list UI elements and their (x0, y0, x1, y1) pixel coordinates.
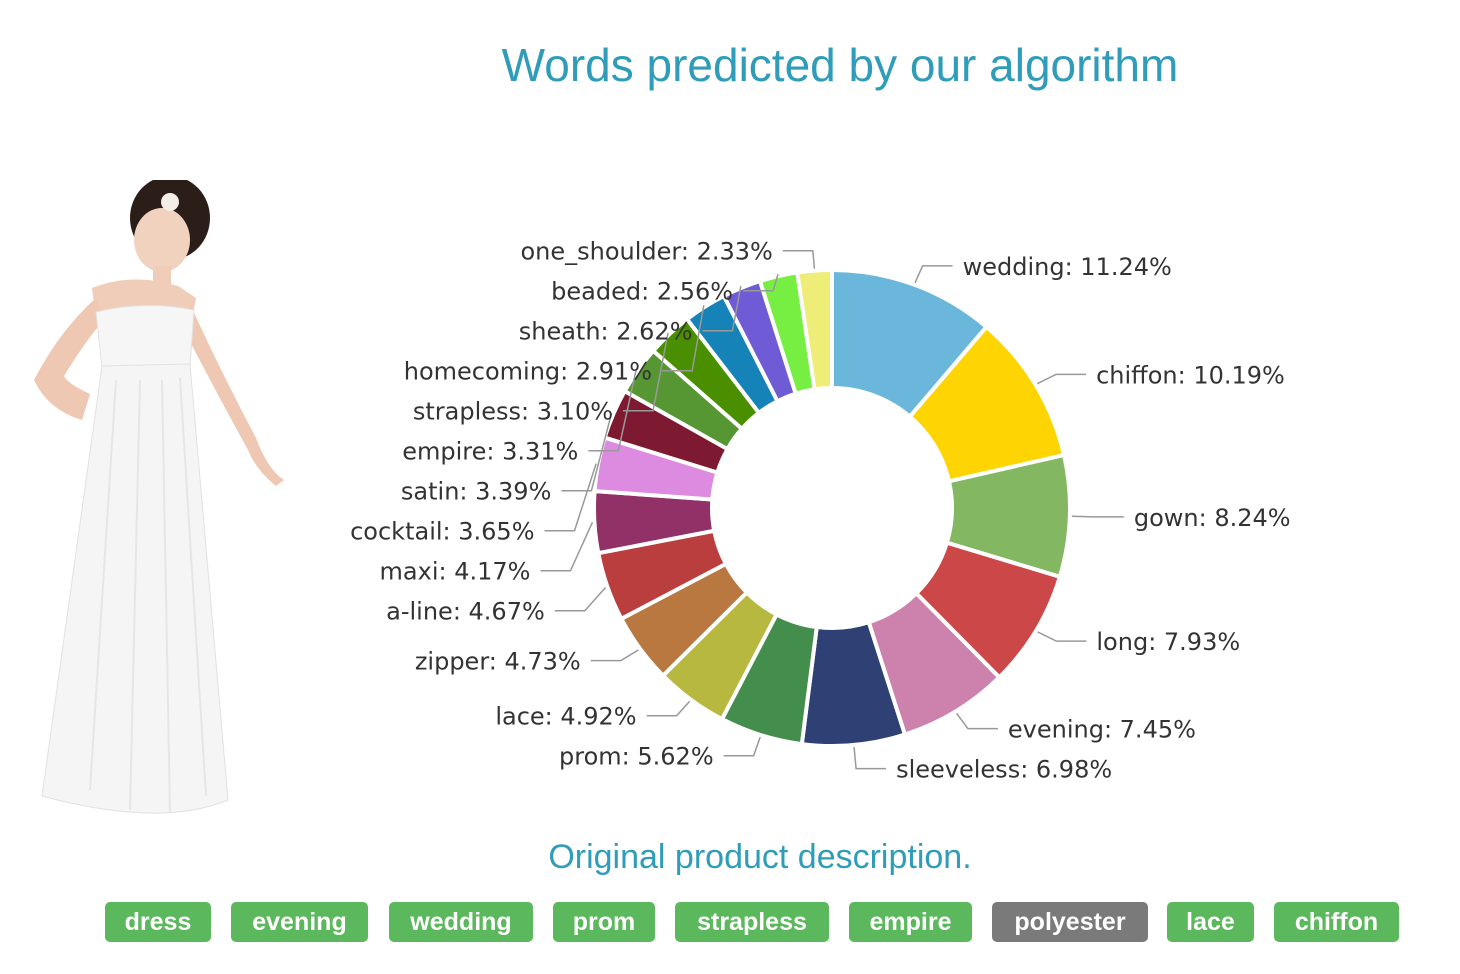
leader-homecoming (662, 304, 705, 372)
leader-zipper (590, 649, 639, 662)
leader-long (1037, 631, 1087, 642)
tag-prom: prom (553, 902, 655, 942)
label-zipper: zipper: 4.73% (415, 648, 581, 676)
label-sheath: sheath: 2.62% (519, 318, 693, 346)
tag-chiffon: chiffon (1274, 902, 1399, 942)
label-strapless: strapless: 3.10% (413, 398, 613, 426)
label-evening: evening: 7.45% (1008, 716, 1196, 744)
label-chiffon: chiffon: 10.19% (1096, 361, 1285, 389)
leader-sheath (702, 285, 742, 332)
leader-a-line (554, 586, 607, 612)
tag-evening: evening (231, 902, 368, 942)
label-long: long: 7.93% (1096, 628, 1240, 656)
label-beaded: beaded: 2.56% (551, 278, 733, 306)
leader-cocktail (544, 463, 597, 532)
label-wedding: wedding: 11.24% (963, 253, 1172, 281)
leader-beaded (743, 273, 779, 292)
label-homecoming: homecoming: 2.91% (404, 358, 652, 386)
label-cocktail: cocktail: 3.65% (350, 518, 534, 546)
leader-sleeveless (853, 746, 887, 770)
label-prom: prom: 5.62% (559, 743, 714, 771)
leader-empire (588, 368, 638, 452)
leader-satin (561, 412, 613, 492)
leader-lace (646, 700, 691, 717)
label-one-shoulder: one_shoulder: 2.33% (520, 238, 772, 266)
tag-strapless: strapless (675, 902, 829, 942)
label-sleeveless: sleeveless: 6.98% (896, 756, 1112, 784)
tag-polyester: polyester (992, 902, 1148, 942)
tag-empire: empire (849, 902, 972, 942)
leader-wedding (914, 265, 953, 284)
dress-model-icon (34, 180, 284, 814)
leader-evening (955, 712, 998, 730)
leader-maxi (540, 522, 594, 572)
leader-one-shoulder (782, 249, 816, 269)
original-description-heading: Original product description. (548, 838, 972, 876)
label-lace: lace: 4.92% (495, 703, 636, 731)
description-tag-list: dress evening wedding prom strapless emp… (0, 902, 1460, 946)
label-empire: empire: 3.31% (402, 438, 578, 466)
slice-one-shoulder (795, 267, 834, 392)
leader-strapless (623, 332, 669, 412)
label-maxi: maxi: 4.17% (380, 558, 531, 586)
tag-lace: lace (1167, 902, 1254, 942)
tag-dress: dress (105, 902, 211, 942)
leader-gown (1071, 515, 1124, 518)
label-a-line: a-line: 4.67% (386, 598, 545, 626)
label-satin: satin: 3.39% (401, 478, 551, 506)
label-gown: gown: 8.24% (1134, 504, 1291, 532)
chart-title: Words predicted by our algorithm (501, 39, 1179, 91)
leader-prom (723, 736, 761, 757)
leader-chiffon (1036, 373, 1087, 385)
tag-wedding: wedding (389, 902, 533, 942)
